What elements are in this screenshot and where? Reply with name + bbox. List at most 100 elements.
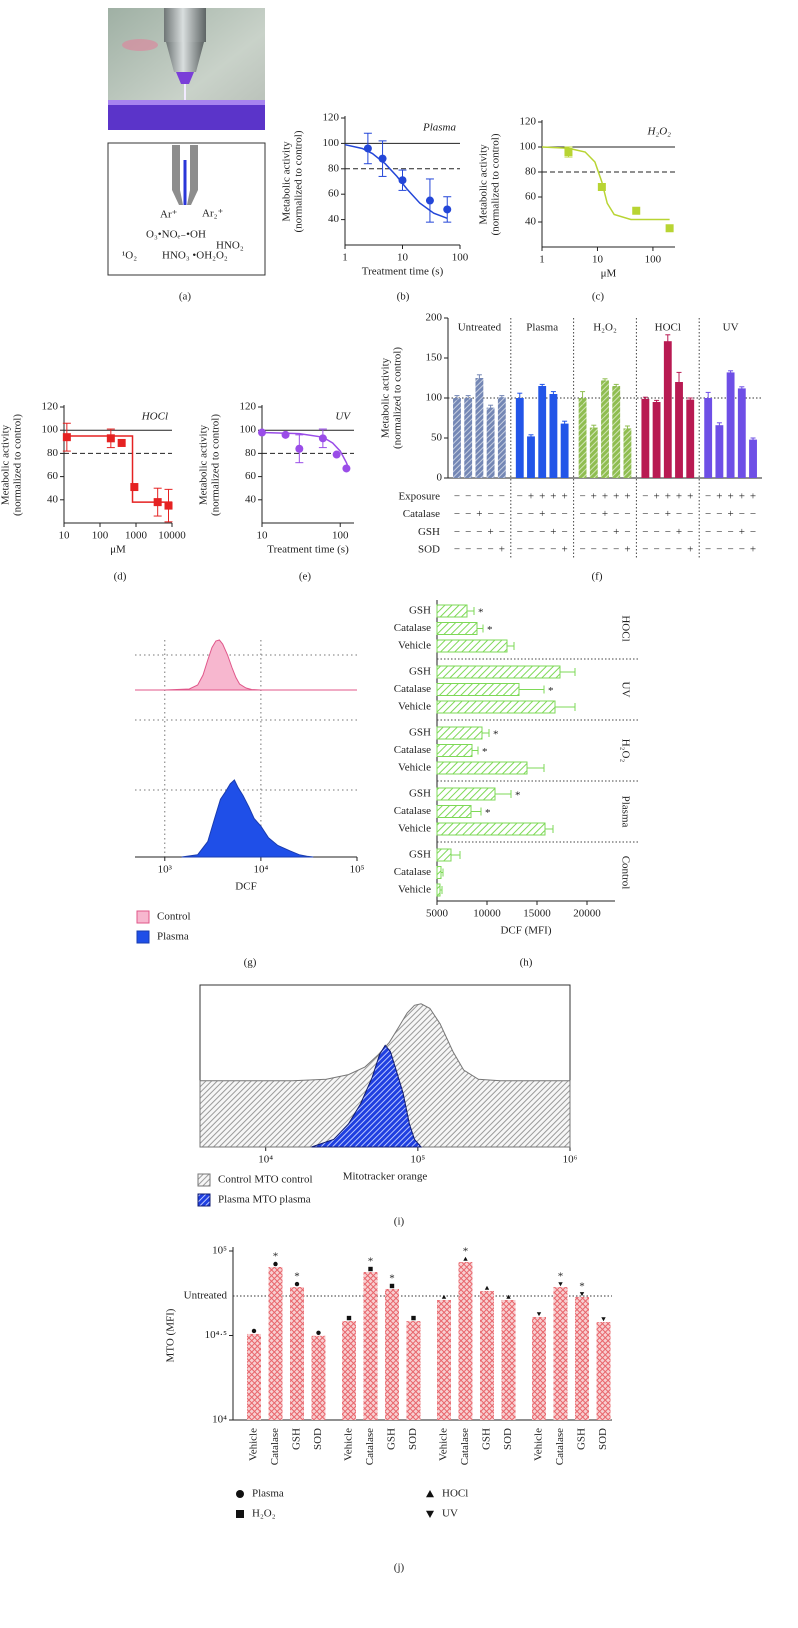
x-axis-label: μM bbox=[601, 268, 617, 280]
x-axis-label: DCF bbox=[235, 881, 256, 893]
species-label: Ar₂⁺ bbox=[202, 208, 223, 220]
y-tick-label: 60 bbox=[245, 470, 257, 482]
y-axis-label: Metabolic activity bbox=[0, 424, 12, 505]
category-label: GSH bbox=[409, 605, 431, 617]
table-cell: + bbox=[602, 508, 608, 520]
table-cell: − bbox=[454, 526, 460, 538]
bar bbox=[560, 423, 569, 478]
bar bbox=[497, 397, 506, 478]
bar bbox=[475, 378, 484, 478]
y-tick-label: 150 bbox=[426, 352, 443, 364]
electrode-left bbox=[172, 145, 183, 205]
table-cell: − bbox=[517, 544, 523, 556]
y-axis-label: (normalized to control) bbox=[12, 414, 24, 516]
legend-marker bbox=[426, 1490, 434, 1498]
category-label: Vehicle bbox=[398, 701, 431, 713]
y-tick-label: 120 bbox=[240, 401, 257, 413]
density-area bbox=[311, 1044, 423, 1148]
table-cell: − bbox=[454, 491, 460, 503]
y-tick-label: 120 bbox=[323, 112, 340, 124]
bar-marker bbox=[484, 1285, 490, 1290]
bar bbox=[726, 372, 735, 478]
bar bbox=[704, 398, 713, 478]
table-cell: − bbox=[676, 508, 682, 520]
table-cell: − bbox=[750, 526, 756, 538]
bar-marker bbox=[601, 1317, 606, 1322]
y-tick-label: 40 bbox=[525, 216, 537, 228]
chart-title: HOCl bbox=[141, 411, 168, 423]
bar bbox=[686, 399, 695, 478]
significance-star: * bbox=[487, 624, 493, 636]
x-tick-label: 1000 bbox=[125, 530, 148, 542]
bar-marker bbox=[273, 1261, 278, 1267]
x-tick-label: 10⁴ bbox=[258, 1154, 273, 1166]
legend-marker bbox=[426, 1510, 434, 1518]
table-cell: + bbox=[613, 491, 619, 503]
data-point bbox=[130, 483, 139, 492]
bar bbox=[436, 726, 483, 740]
table-cell: − bbox=[642, 544, 648, 556]
table-cell: − bbox=[739, 544, 745, 556]
table-cell: + bbox=[727, 508, 733, 520]
category-label: GSH bbox=[291, 1428, 303, 1450]
category-label: Catalase bbox=[269, 1428, 281, 1465]
table-cell: + bbox=[624, 544, 630, 556]
error-bar bbox=[519, 685, 545, 694]
table-cell: − bbox=[653, 508, 659, 520]
bar-marker bbox=[463, 1256, 468, 1261]
y-tick-label: 60 bbox=[525, 191, 537, 203]
category-label: GSH bbox=[481, 1428, 493, 1450]
category-label: Catalase bbox=[394, 866, 431, 878]
error-bar bbox=[472, 746, 479, 755]
error-bar bbox=[451, 851, 461, 859]
fit-curve bbox=[344, 143, 448, 220]
y-tick-label: 200 bbox=[426, 312, 443, 324]
bar bbox=[538, 386, 547, 478]
table-cell: − bbox=[591, 526, 597, 538]
legend-label: Plasma bbox=[157, 931, 189, 943]
table-cell: − bbox=[488, 508, 494, 520]
table-cell: − bbox=[613, 508, 619, 520]
bar-marker bbox=[506, 1294, 511, 1299]
table-cell: + bbox=[591, 491, 597, 503]
photo-blur bbox=[122, 39, 158, 51]
table-cell: − bbox=[517, 508, 523, 520]
x-tick-label: 10⁵ bbox=[350, 864, 365, 876]
bar bbox=[436, 848, 452, 862]
table-cell: + bbox=[739, 491, 745, 503]
bar bbox=[532, 1316, 546, 1420]
x-tick-label: 100 bbox=[452, 252, 469, 264]
table-cell: − bbox=[602, 544, 608, 556]
significance-star: * bbox=[389, 1273, 395, 1285]
y-tick-label: 10⁴·⁵ bbox=[205, 1329, 227, 1341]
error-bar bbox=[465, 395, 471, 401]
table-cell: − bbox=[488, 491, 494, 503]
legend-label: H₂O₂ bbox=[252, 1508, 276, 1520]
data-point bbox=[342, 464, 351, 473]
bar-marker bbox=[389, 1283, 395, 1289]
x-axis-label: DCF (MFI) bbox=[500, 925, 551, 937]
x-axis-label: Treatment time (s) bbox=[267, 544, 349, 556]
table-cell: − bbox=[476, 491, 482, 503]
error-bar bbox=[527, 764, 545, 772]
table-cell: − bbox=[476, 526, 482, 538]
y-tick-label: 60 bbox=[47, 470, 59, 482]
table-cell: + bbox=[539, 491, 545, 503]
x-tick-label: 1 bbox=[539, 254, 545, 266]
table-cell: − bbox=[465, 544, 471, 556]
error-bar bbox=[488, 404, 494, 410]
x-tick-label: 1 bbox=[342, 252, 348, 264]
error-bar bbox=[476, 374, 482, 382]
error-bar bbox=[580, 391, 586, 405]
table-cell: + bbox=[750, 544, 756, 556]
bar bbox=[553, 1287, 568, 1420]
error-bar bbox=[477, 624, 484, 633]
y-axis-label: (normalized to control) bbox=[293, 130, 305, 232]
chart-title: UV bbox=[335, 411, 351, 423]
x-tick-label: 20000 bbox=[573, 908, 601, 920]
category-label: GSH bbox=[409, 666, 431, 678]
x-tick-label: 10000 bbox=[158, 530, 186, 542]
error-bar bbox=[591, 424, 597, 430]
category-label: SOD bbox=[407, 1428, 419, 1450]
